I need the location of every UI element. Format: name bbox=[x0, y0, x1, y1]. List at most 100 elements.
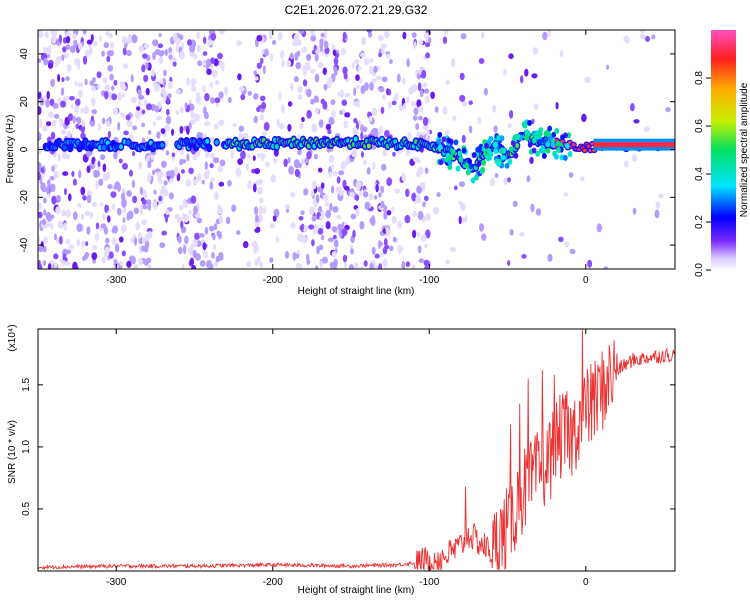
noise-speckle bbox=[260, 113, 264, 121]
y-tick-label: 0 bbox=[19, 146, 30, 152]
noise-speckle bbox=[547, 253, 553, 262]
noise-speckle bbox=[317, 227, 324, 235]
noise-speckle bbox=[217, 231, 222, 240]
noise-speckle bbox=[256, 186, 263, 195]
noise-speckle bbox=[141, 122, 146, 128]
noise-speckle bbox=[433, 206, 440, 215]
ridge-spread bbox=[458, 156, 464, 163]
noise-speckle bbox=[294, 160, 301, 169]
noise-speckle bbox=[370, 219, 376, 226]
noise-speckle bbox=[374, 195, 378, 200]
noise-speckle bbox=[58, 118, 64, 124]
noise-speckle bbox=[530, 203, 535, 213]
noise-speckle bbox=[126, 190, 132, 197]
ridge-spread bbox=[533, 132, 538, 139]
noise-speckle bbox=[240, 94, 246, 101]
noise-speckle bbox=[310, 68, 316, 74]
noise-speckle bbox=[269, 257, 274, 263]
noise-speckle bbox=[380, 43, 387, 49]
noise-speckle bbox=[311, 239, 315, 247]
noise-speckle bbox=[337, 223, 343, 231]
noise-speckle bbox=[535, 208, 542, 216]
noise-speckle bbox=[120, 112, 125, 118]
noise-speckle bbox=[425, 229, 431, 239]
noise-speckle bbox=[387, 89, 392, 96]
noise-speckle bbox=[532, 47, 539, 55]
noise-speckle bbox=[126, 260, 132, 268]
noise-speckle bbox=[406, 58, 411, 68]
noise-speckle bbox=[147, 172, 152, 182]
noise-speckle bbox=[391, 215, 397, 224]
noise-speckle bbox=[418, 115, 423, 121]
noise-speckle bbox=[507, 177, 511, 183]
noise-speckle bbox=[206, 68, 212, 76]
y-tick-label: 1.0 bbox=[21, 440, 32, 454]
noise-speckle bbox=[84, 49, 90, 59]
noise-speckle bbox=[175, 89, 182, 95]
noise-speckle bbox=[61, 77, 65, 83]
noise-speckle bbox=[343, 261, 347, 269]
noise-speckle bbox=[105, 237, 110, 244]
noise-speckle bbox=[254, 76, 259, 81]
noise-speckle bbox=[58, 34, 63, 43]
noise-speckle bbox=[42, 124, 48, 132]
noise-speckle bbox=[119, 260, 123, 267]
noise-speckle bbox=[68, 244, 74, 250]
noise-speckle bbox=[322, 194, 329, 202]
noise-speckle bbox=[190, 86, 197, 92]
noise-speckle bbox=[50, 222, 54, 230]
noise-speckle bbox=[314, 224, 319, 229]
noise-speckle bbox=[62, 253, 67, 261]
noise-speckle bbox=[323, 83, 328, 91]
noise-speckle bbox=[421, 69, 427, 79]
noise-speckle bbox=[147, 264, 152, 269]
noise-speckle bbox=[289, 52, 294, 60]
noise-speckle bbox=[104, 204, 108, 214]
noise-speckle bbox=[633, 119, 640, 124]
ridge-spread bbox=[507, 158, 513, 165]
noise-speckle bbox=[183, 214, 189, 221]
noise-speckle bbox=[444, 129, 450, 136]
noise-speckle bbox=[345, 157, 349, 166]
noise-speckle bbox=[389, 245, 394, 252]
noise-speckle bbox=[209, 97, 216, 104]
noise-speckle bbox=[349, 244, 353, 249]
noise-speckle bbox=[180, 220, 184, 229]
ridge-spread bbox=[470, 177, 476, 184]
noise-speckle bbox=[110, 191, 117, 198]
noise-speckle bbox=[61, 151, 68, 159]
noise-speckle bbox=[631, 154, 638, 162]
ridge-core bbox=[119, 144, 123, 150]
noise-speckle bbox=[86, 194, 92, 204]
noise-speckle bbox=[67, 130, 71, 140]
noise-speckle bbox=[529, 156, 534, 164]
noise-speckle bbox=[257, 256, 261, 263]
noise-speckle bbox=[98, 35, 102, 42]
noise-speckle bbox=[89, 118, 96, 127]
noise-speckle bbox=[415, 122, 420, 131]
noise-speckle bbox=[360, 124, 365, 133]
noise-speckle bbox=[38, 91, 42, 100]
noise-speckle bbox=[147, 160, 152, 169]
noise-speckle bbox=[294, 253, 300, 259]
noise-speckle bbox=[122, 162, 128, 170]
y-tick-label: -20 bbox=[19, 190, 30, 205]
noise-speckle bbox=[154, 105, 160, 113]
noise-speckle bbox=[247, 153, 251, 159]
noise-speckle bbox=[389, 59, 393, 64]
noise-speckle bbox=[54, 113, 60, 119]
noise-speckle bbox=[196, 91, 200, 97]
noise-speckle bbox=[109, 73, 114, 81]
noise-speckle bbox=[338, 189, 345, 196]
ridge-spread bbox=[551, 131, 557, 138]
noise-speckle bbox=[401, 172, 405, 181]
noise-speckle bbox=[171, 128, 174, 136]
noise-speckle bbox=[133, 237, 138, 246]
noise-speckle bbox=[72, 261, 78, 269]
noise-speckle bbox=[80, 213, 85, 221]
noise-speckle bbox=[51, 35, 57, 44]
noise-speckle bbox=[51, 119, 57, 127]
noise-speckle bbox=[64, 261, 71, 266]
noise-speckle bbox=[103, 226, 108, 235]
noise-speckle bbox=[179, 125, 184, 134]
